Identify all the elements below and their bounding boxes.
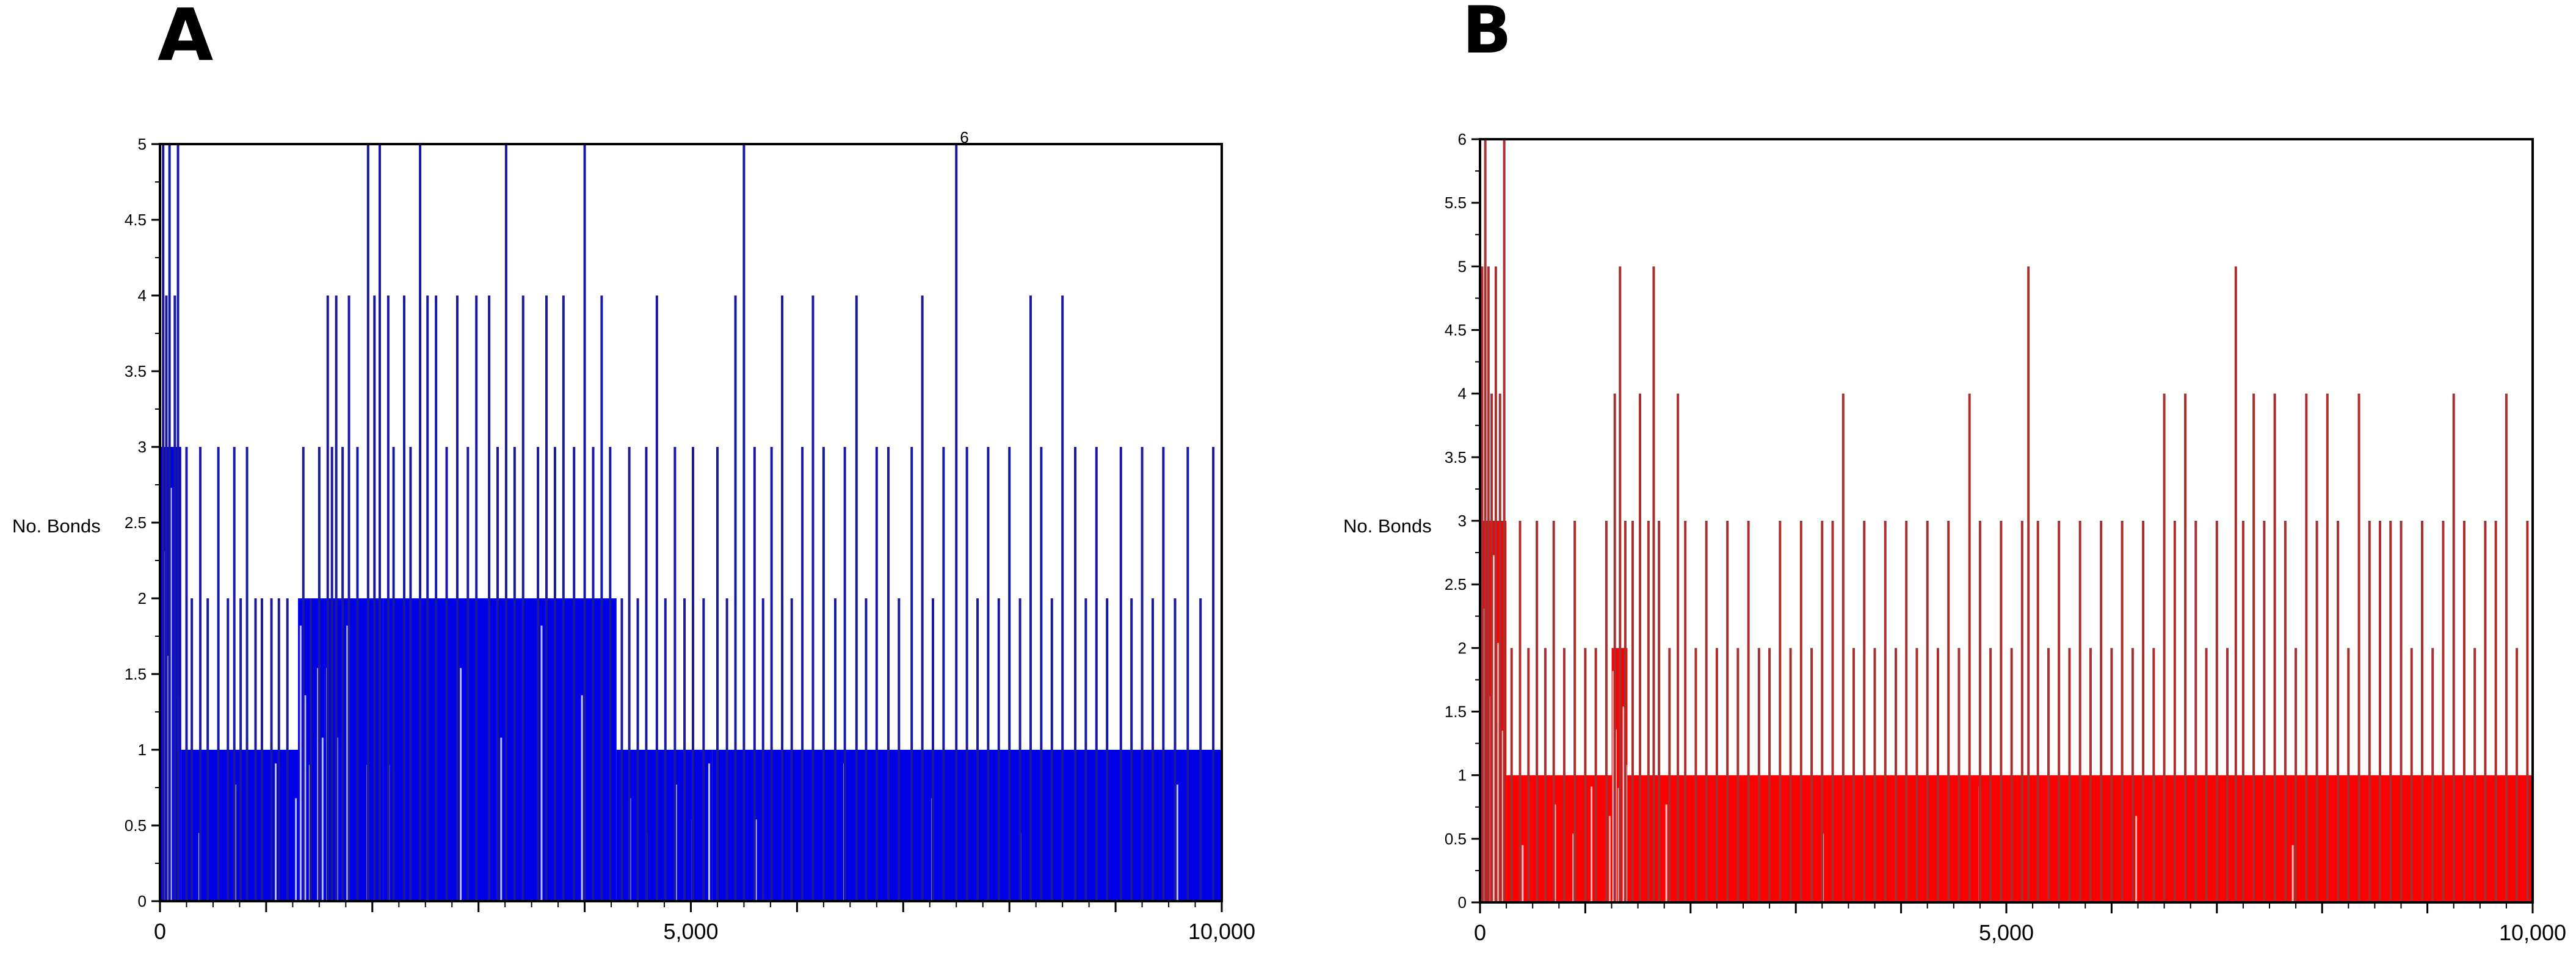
panel-a-y-tick-label: 3.5 <box>125 362 147 380</box>
panel-a-bar-segment <box>324 598 383 901</box>
panel-a-x-tick-label: 5,000 <box>663 919 718 944</box>
panel-b-y-tick-label: 3 <box>1458 512 1467 530</box>
panel-b-ylabel: No. Bonds <box>1343 515 1432 537</box>
panel-a-y-tick-label: 1 <box>138 741 147 759</box>
panel-b-y-tick-label: 6 <box>1458 130 1467 148</box>
panel-b-letter: B <box>1462 0 1512 68</box>
panel-a-x-tick-label: 0 <box>154 919 166 944</box>
panel-b-plot: 0 0.5 1 1.5 2 2.5 3 3.5 4 4.5 5 5.5 6 0 5,000 10,000 <box>1445 130 2566 945</box>
panel-a-y-tick-label: 1.5 <box>125 665 147 683</box>
panel-b-y-tick-label: 4 <box>1458 385 1467 403</box>
panel-b-y-tick-label: 0 <box>1458 893 1467 912</box>
panel-a-y-tick-label: 2.5 <box>125 513 147 532</box>
panel-b-bar-segment <box>1506 775 1612 902</box>
panel-b-x-tick-label: 5,000 <box>1979 920 2034 945</box>
panel-a-y-tick-label: 0.5 <box>125 816 147 835</box>
panel-b-y-tick-label: 0.5 <box>1445 830 1467 848</box>
panel-a-y-tick-label: 4 <box>138 286 147 305</box>
panel-a-letter: A <box>158 0 213 77</box>
panel-a-y-tick-label: 2 <box>138 589 147 607</box>
panel-b-y-tick-label: 2.5 <box>1445 575 1467 593</box>
panel-a-annotation: 6 <box>960 128 968 147</box>
panel-a-plot: 0 0.5 1 1.5 2 2.5 3 3.5 4 4.5 5 0 5,000 10,000 6 <box>125 128 1255 944</box>
panel-b-x-tick-label: 0 <box>1474 920 1486 945</box>
panel-a-y-tick-label: 3 <box>138 438 147 456</box>
panel-a-bar-segment <box>383 598 617 901</box>
panel-b-y-tick-label: 1.5 <box>1445 703 1467 721</box>
panel-b-y-tick-label: 5 <box>1458 257 1467 275</box>
panel-b-y-tick-label: 3.5 <box>1445 448 1467 466</box>
panel-b-y-tick-label: 2 <box>1458 639 1467 657</box>
panel-b-y-tick-label: 4.5 <box>1445 321 1467 339</box>
panel-b-y-tick-label: 5.5 <box>1445 194 1467 212</box>
panel-a-y-tick-label: 5 <box>138 135 147 153</box>
panel-a-ylabel: No. Bonds <box>12 515 101 537</box>
panel-a-y-tick-label: 4.5 <box>125 211 147 229</box>
panel-a-y-tick-label: 0 <box>138 892 147 910</box>
panel-a-x-tick-label: 10,000 <box>1188 919 1255 944</box>
panel-b: B No. Bonds 0 0.5 1 1.5 2 2.5 3 3.5 4 4.5 5 5.5 6 0 5,… <box>1343 0 2566 945</box>
panel-b-y-tick-label: 1 <box>1458 766 1467 785</box>
panel-a: A No. Bonds 0 0.5 1 1.5 2 2.5 3 3.5 4 4.5 5 0 5,000 1… <box>12 0 1255 944</box>
panel-b-x-tick-label: 10,000 <box>2499 920 2566 945</box>
